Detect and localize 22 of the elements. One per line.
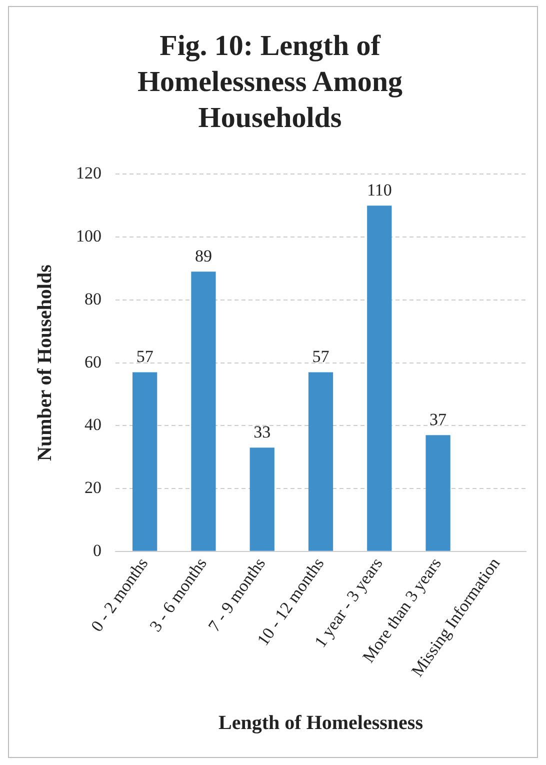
y-tick-label: 0 [93,540,102,560]
y-tick-label: 20 [84,478,102,498]
data-label: 37 [430,410,448,430]
bar [426,435,450,551]
bar [308,372,334,551]
data-label: 57 [312,347,330,366]
bar [250,448,274,551]
bar [132,372,158,551]
data-label: 89 [194,246,212,266]
chart-title: Fig. 10: Length of Homelessness Among Households [136,29,404,136]
y-tick-label: 100 [76,226,102,246]
data-label: 33 [254,422,271,442]
data-label: 57 [136,347,154,366]
y-tick-label: 40 [84,415,102,434]
data-label: 110 [366,180,392,200]
bar [367,206,392,551]
y-tick-label: 60 [84,352,102,372]
x-axis-title: Length of Homelessness [218,712,424,734]
y-axis-title: Number of Households [34,264,56,461]
bar [191,272,216,551]
y-tick-label: 120 [76,164,102,183]
y-tick-label: 80 [84,289,102,308]
